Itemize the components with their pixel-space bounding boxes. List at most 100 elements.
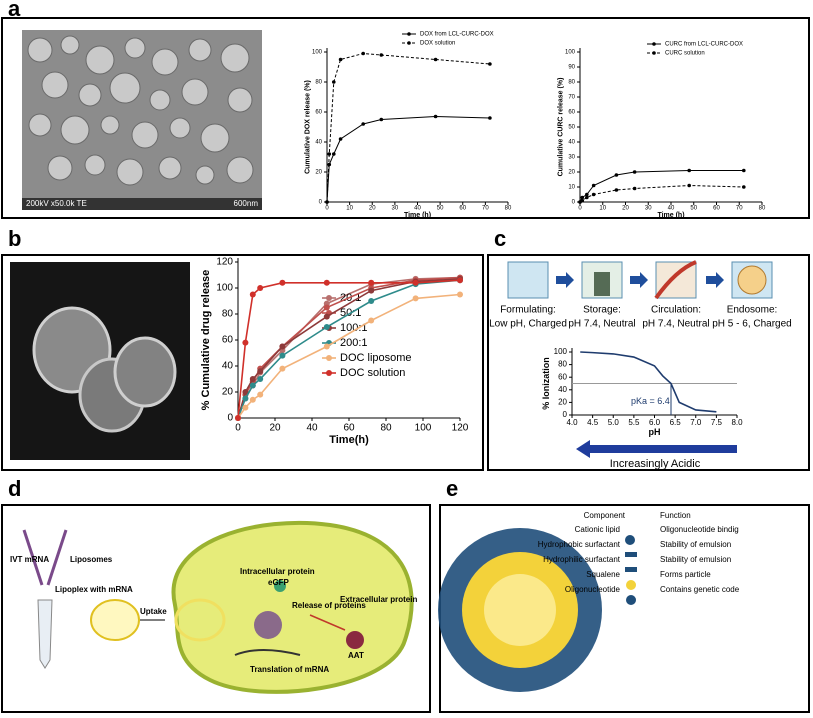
x-tick-label: 6.0 bbox=[649, 418, 661, 427]
data-point bbox=[585, 192, 589, 197]
label: Translation of mRNA bbox=[250, 665, 329, 674]
x-tick-label: 120 bbox=[452, 423, 469, 434]
data-point bbox=[361, 122, 366, 126]
component: Oligonucleotide bbox=[565, 585, 621, 594]
y-tick-label: 70 bbox=[568, 95, 575, 101]
x-tick-label: 5.0 bbox=[608, 418, 620, 427]
y-tick-label: 20 bbox=[568, 170, 575, 176]
x-tick-label: 20 bbox=[622, 206, 629, 212]
x-tick-label: 50 bbox=[437, 206, 444, 212]
x-tick-label: 40 bbox=[668, 206, 675, 212]
annotation: pKa = 6.4 bbox=[631, 396, 670, 406]
panel-label: b bbox=[8, 226, 21, 251]
y-tick-label: 80 bbox=[222, 309, 234, 320]
data-point bbox=[249, 376, 256, 382]
legend-label: DOC liposome bbox=[340, 352, 412, 364]
legend-label: 200:1 bbox=[340, 337, 368, 349]
y-tick-label: 40 bbox=[315, 140, 322, 146]
series-line bbox=[326, 52, 490, 203]
x-axis-label: Time (h) bbox=[404, 212, 431, 219]
data-point bbox=[323, 313, 330, 320]
data-point bbox=[331, 80, 336, 84]
legend-marker bbox=[407, 32, 411, 36]
data-point bbox=[687, 168, 691, 173]
y-tick-label: 60 bbox=[568, 110, 575, 116]
x-tick-label: 0 bbox=[325, 206, 329, 212]
legend-label: DOX solution bbox=[420, 41, 455, 47]
data-point bbox=[632, 170, 637, 174]
data-point bbox=[614, 188, 619, 192]
data-point bbox=[368, 317, 375, 324]
y-axis-label: Cumulative CURC release (%) bbox=[558, 78, 565, 177]
x-tick-label: 10 bbox=[346, 206, 353, 212]
x-tick-label: 80 bbox=[380, 423, 392, 434]
data-point bbox=[242, 389, 249, 395]
label: IVT mRNA bbox=[10, 555, 49, 564]
function: Contains genetic code bbox=[660, 585, 740, 594]
y-tick-label: 100 bbox=[565, 50, 576, 56]
sem-scale: 600nm bbox=[234, 199, 259, 208]
legend-label: 100:1 bbox=[340, 322, 368, 334]
series-line bbox=[579, 184, 744, 203]
x-tick-label: 70 bbox=[736, 206, 743, 212]
y-tick-label: 80 bbox=[558, 360, 567, 369]
data-point bbox=[249, 382, 256, 389]
y-tick-label: 30 bbox=[568, 155, 575, 161]
x-tick-label: 0 bbox=[235, 423, 241, 434]
y-tick-label: 120 bbox=[216, 257, 233, 268]
legend-label: CURC from LCL-CURC-DOX bbox=[665, 42, 743, 48]
x-tick-label: 60 bbox=[713, 206, 720, 212]
mrna-diagram bbox=[22, 520, 414, 694]
data-point bbox=[379, 117, 384, 122]
data-point bbox=[327, 152, 332, 156]
data-point bbox=[632, 186, 637, 191]
x-tick-label: 4.0 bbox=[566, 418, 578, 427]
data-point bbox=[368, 279, 375, 286]
data-point bbox=[242, 395, 249, 402]
data-point bbox=[488, 116, 492, 120]
label: eGFP bbox=[268, 578, 290, 587]
panel-frame bbox=[1, 254, 484, 471]
x-axis-label: Time (h) bbox=[657, 212, 684, 219]
data-point bbox=[242, 339, 249, 346]
x-tick-label: 0 bbox=[578, 206, 582, 212]
y-tick-label: 0 bbox=[319, 200, 323, 206]
function: Oligonucleotide bindig bbox=[660, 525, 739, 534]
legend-marker bbox=[652, 42, 656, 46]
function: Stability of emulsion bbox=[660, 555, 731, 564]
y-tick-label: 80 bbox=[568, 80, 575, 86]
data-point bbox=[257, 285, 264, 291]
x-tick-label: 80 bbox=[505, 206, 512, 212]
data-point bbox=[457, 277, 463, 284]
data-point bbox=[433, 57, 438, 62]
data-point bbox=[242, 404, 249, 411]
component: Hydrophilic surfactant bbox=[543, 555, 621, 564]
tem-image bbox=[10, 262, 190, 460]
acidity-arrow bbox=[576, 440, 737, 458]
y-axis-label: % Cumulative drug release bbox=[200, 270, 212, 411]
y-tick-label: 40 bbox=[222, 361, 234, 372]
x-tick-label: 8.0 bbox=[731, 418, 743, 427]
data-point bbox=[412, 279, 419, 286]
x-tick-label: 20 bbox=[369, 206, 376, 212]
step-title: Storage: bbox=[583, 305, 621, 316]
y-tick-label: 0 bbox=[563, 410, 568, 419]
data-point bbox=[614, 173, 619, 177]
data-point bbox=[323, 279, 330, 286]
y-tick-label: 60 bbox=[558, 372, 567, 381]
y-tick-label: 100 bbox=[312, 50, 323, 56]
function: Forms particle bbox=[660, 570, 711, 579]
x-tick-label: 5.5 bbox=[628, 418, 640, 427]
data-point bbox=[742, 185, 746, 189]
y-tick-label: 0 bbox=[572, 200, 576, 206]
component: Squalene bbox=[586, 570, 620, 579]
y-tick-label: 40 bbox=[558, 385, 567, 394]
step-detail: Low pH, Charged bbox=[489, 319, 567, 330]
x-tick-label: 7.5 bbox=[711, 418, 723, 427]
y-tick-label: 10 bbox=[568, 185, 575, 191]
data-point bbox=[687, 183, 691, 188]
x-tick-label: 80 bbox=[759, 206, 766, 212]
data-point bbox=[338, 57, 343, 62]
data-point bbox=[585, 195, 589, 200]
